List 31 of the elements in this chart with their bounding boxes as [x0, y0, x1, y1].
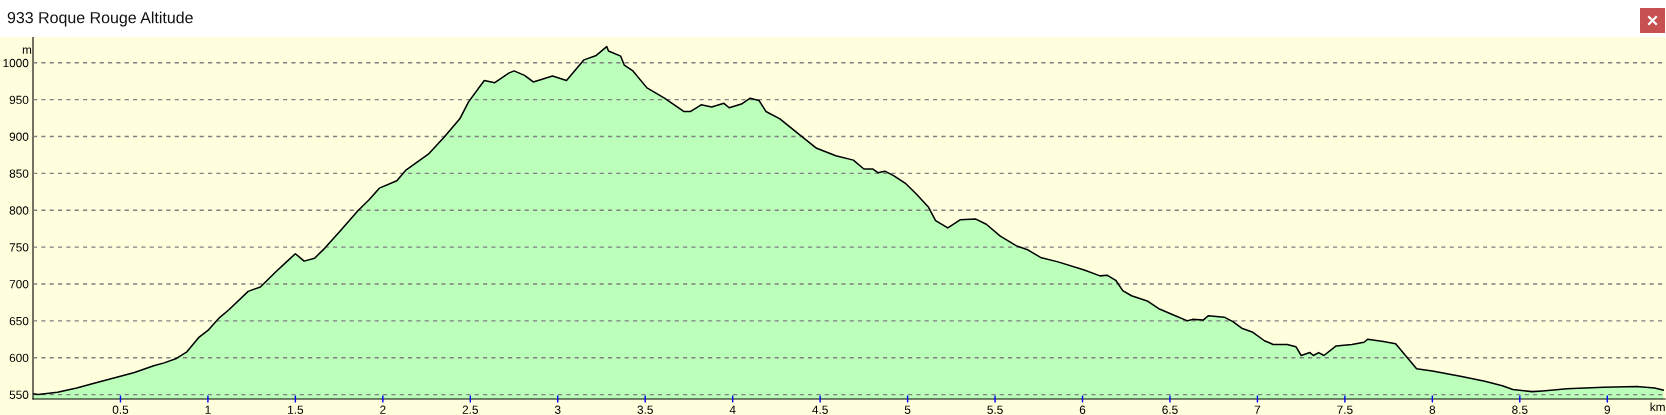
y-tick-label: 550	[9, 390, 29, 399]
x-tick-label: 7	[1254, 405, 1261, 414]
x-tick-label: 5.5	[987, 405, 1003, 414]
y-axis-title: m	[22, 47, 32, 54]
x-axis-title: km	[1650, 402, 1665, 412]
x-tick-label: 6.5	[1162, 405, 1178, 414]
x-tick-label: 6	[1079, 405, 1086, 414]
x-tick-label: 3.5	[637, 405, 653, 414]
y-tick-label: 750	[9, 243, 29, 252]
y-tick-label: 700	[9, 280, 29, 289]
y-tick-label: 1000	[3, 58, 29, 68]
x-tick-label: 0.5	[112, 405, 129, 414]
x-tick-label: 3	[554, 405, 561, 414]
y-tick-label: 800	[9, 206, 29, 215]
x-tick-label: 4	[729, 405, 736, 414]
x-tick-label: 4.5	[812, 405, 828, 414]
y-tick-label: 900	[9, 132, 29, 141]
y-tick-label: 650	[9, 316, 29, 326]
x-tick-label: 8.5	[1512, 405, 1528, 414]
x-tick-label: 5	[904, 405, 911, 414]
x-tick-label: 1	[205, 405, 211, 414]
x-tick-label: 2.5	[462, 405, 479, 414]
y-tick-label: 950	[9, 95, 29, 105]
y-tick-label: 850	[9, 169, 29, 178]
x-tick-label: 9	[1604, 405, 1610, 414]
y-tick-label: 600	[9, 353, 29, 363]
x-tick-label: 2	[380, 405, 386, 414]
x-tick-label: 1.5	[288, 405, 304, 414]
x-tick-label: 7.5	[1337, 405, 1353, 414]
x-tick-label: 8	[1429, 405, 1436, 414]
chart-title: 933 Roque Rouge Altitude	[7, 11, 193, 27]
